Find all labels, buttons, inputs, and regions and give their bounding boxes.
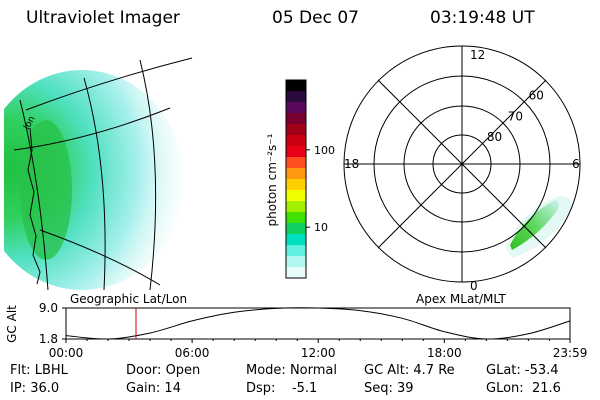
status-dsp: Dsp: -5.1 (246, 381, 318, 396)
latitude-line (25, 57, 193, 111)
colorbar-frame (285, 79, 307, 279)
altitude-ytick-label: 9.0 (39, 301, 58, 315)
mlt-label-12: 12 (470, 48, 485, 62)
colorbar-tick-label: 10 (314, 221, 328, 234)
colorbar-stripe (286, 102, 306, 114)
status-mode: Mode: Normal (246, 363, 337, 378)
altitude-ylabel: GC Alt (5, 305, 19, 343)
altitude-series-line (65, 307, 571, 340)
colorbar-stripe (286, 91, 306, 103)
colorbar-stripe (286, 190, 306, 202)
geographic-map: lon (4, 57, 193, 290)
latitude-line (39, 229, 161, 286)
colorbar-stripe (286, 212, 306, 224)
altitude-xticks: 00:00 06:00 12:00 18:00 23:59 (49, 339, 588, 360)
colorbar-stripe (286, 124, 306, 136)
aurora-oval-polar (510, 200, 559, 250)
colorbar-stripe (286, 157, 306, 169)
colorbar: 100 10 photon cm⁻²s⁻¹ (265, 79, 335, 279)
altitude-ytick-label: 1.8 (39, 332, 58, 346)
colorbar-stripe (286, 256, 306, 268)
colorbar-stripe (286, 201, 306, 213)
altitude-chart: 9.0 1.8 00:00 06:00 12:00 18:00 23:59 GC Alt (5, 301, 587, 360)
polar-plot: 12 18 6 0 60 70 80 (343, 45, 581, 293)
status-gc-alt: GC Alt: 4.7 Re (364, 363, 455, 378)
colorbar-ticks: 100 10 (306, 144, 335, 234)
altitude-xtick-label: 00:00 (49, 346, 84, 360)
lat-labels: 60 70 80 (487, 88, 544, 144)
mlt-label-6: 6 (572, 157, 580, 171)
colorbar-stripe (286, 234, 306, 246)
polar-panel-label: Apex MLat/MLT (416, 292, 506, 306)
colorbar-stripe (286, 168, 306, 180)
colorbar-stripe (286, 267, 306, 279)
altitude-xtick-label: 18:00 (427, 346, 462, 360)
longitude-line (83, 77, 106, 290)
longitude-line (139, 59, 157, 290)
altitude-yticks: 9.0 1.8 (39, 301, 66, 346)
colorbar-gradient (286, 80, 306, 279)
longitude-line (19, 99, 49, 290)
colorbar-stripe (286, 245, 306, 257)
coastline (27, 127, 41, 285)
time-label: 03:19:48 UT (430, 8, 535, 28)
status-glon: GLon: 21.6 (486, 381, 561, 396)
status-flt: Flt: LBHL (10, 363, 68, 378)
polar-diagonal (377, 79, 547, 249)
mlt-label-18: 18 (344, 157, 359, 171)
colorbar-stripe (286, 146, 306, 158)
lat-label: 80 (487, 130, 502, 144)
status-ip: IP: 36.0 (10, 381, 60, 396)
colorbar-tick-label: 100 (314, 144, 335, 157)
latitude-line (13, 107, 171, 151)
status-seq: Seq: 39 (364, 381, 414, 396)
geo-panel-label: Geographic Lat/Lon (70, 292, 188, 306)
status-gain: Gain: 14 (126, 381, 181, 396)
colorbar-stripe (286, 113, 306, 125)
altitude-xtick-label: 12:00 (301, 346, 336, 360)
altitude-xtick-label: 23:59 (553, 346, 588, 360)
mlt-label-0: 0 (470, 279, 478, 293)
instrument-title: Ultraviolet Imager (26, 8, 180, 28)
colorbar-stripe (286, 135, 306, 147)
colorbar-stripe (286, 80, 306, 92)
status-glat: GLat: -53.4 (486, 363, 559, 378)
lat-label: 70 (508, 109, 523, 123)
altitude-xtick-label: 06:00 (175, 346, 210, 360)
date-label: 05 Dec 07 (272, 8, 359, 28)
status-door: Door: Open (126, 363, 201, 378)
colorbar-stripe (286, 223, 306, 235)
colorbar-unit-label: photon cm⁻²s⁻¹ (265, 133, 279, 226)
colorbar-stripe (286, 179, 306, 191)
lat-label: 60 (529, 88, 544, 102)
